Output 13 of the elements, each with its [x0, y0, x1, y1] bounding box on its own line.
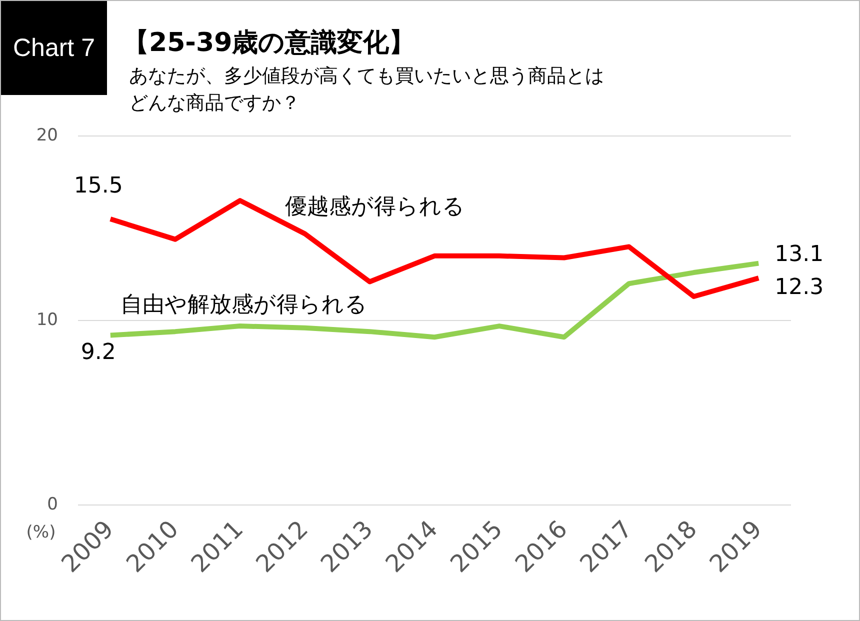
- y-tick-label: 20: [36, 125, 58, 146]
- series-label: 自由や解放感が得られる: [120, 292, 368, 318]
- data-label: 12.3: [774, 274, 824, 300]
- chart-title: 【25-39歳の意識変化】: [123, 27, 416, 60]
- y-tick-label: 10: [36, 310, 58, 330]
- y-axis-title: (%): [26, 522, 56, 542]
- chart-subtitle: あなたが、多少値段が高くても買いたいと思う商品とはどんな商品ですか？: [129, 64, 605, 116]
- y-tick-label: 0: [47, 494, 58, 514]
- data-label: 15.5: [74, 174, 123, 199]
- data-label: 9.2: [80, 340, 116, 365]
- caption: Chart 7: [1, 1, 107, 95]
- data-label: 13.1: [774, 242, 824, 268]
- series-label: 優越感が得られる: [285, 194, 466, 220]
